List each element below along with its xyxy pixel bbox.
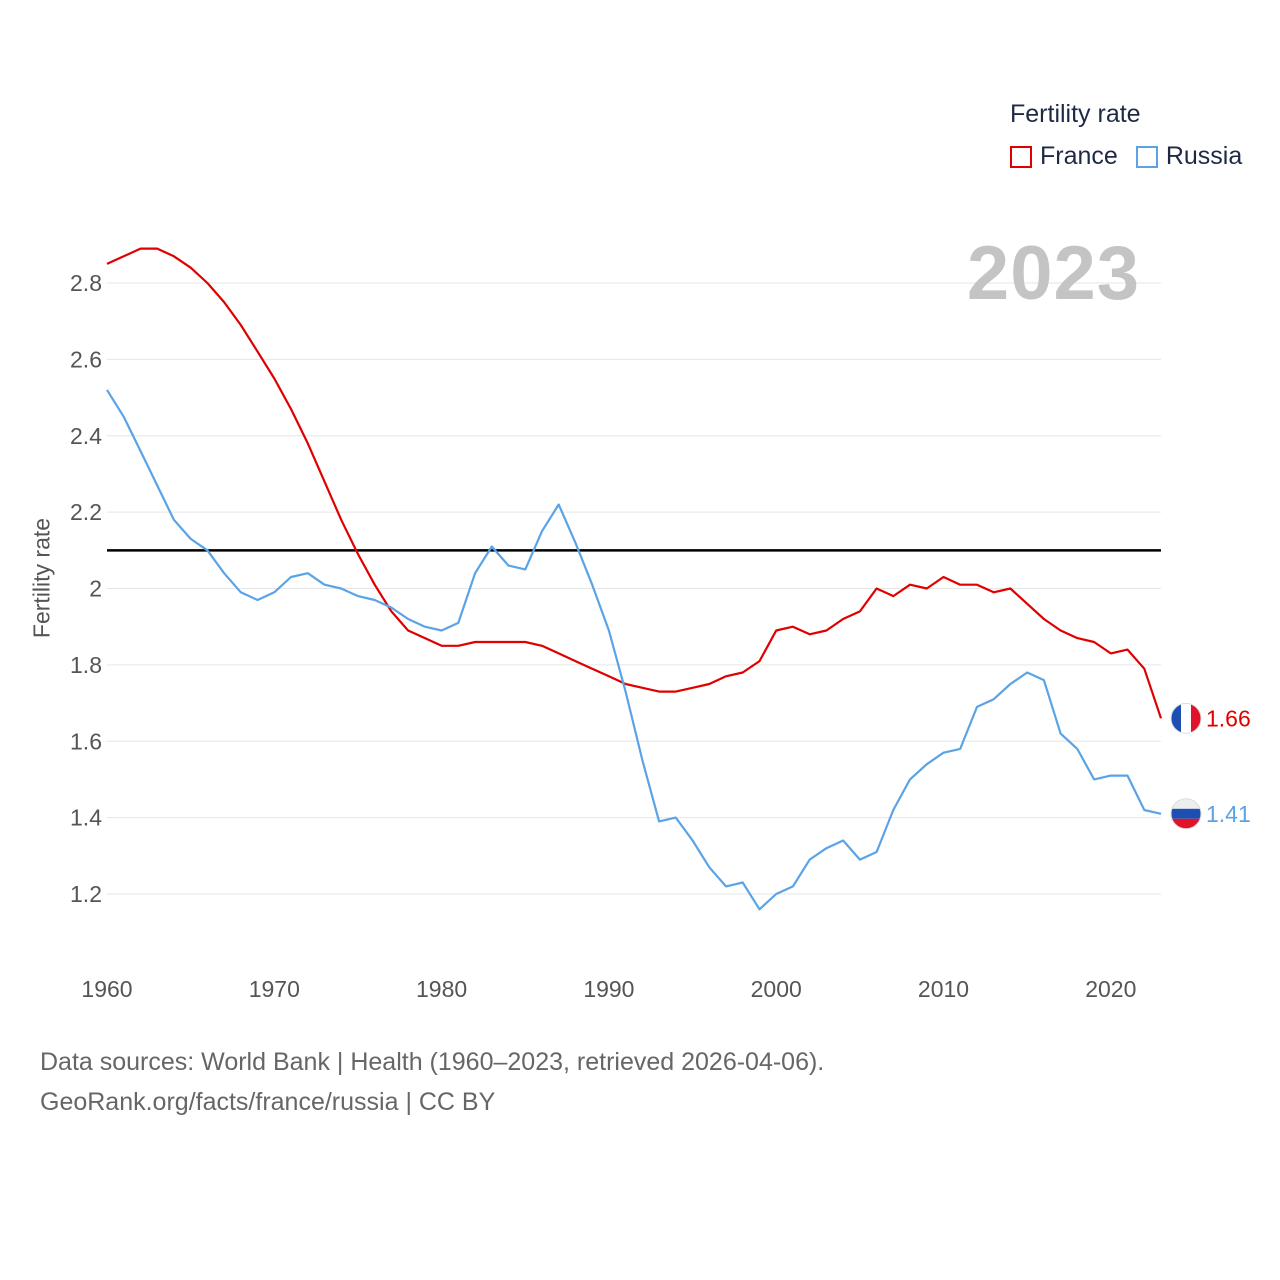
gridlines	[107, 282, 1161, 895]
footer: Data sources: World Bank | Health (1960–…	[40, 1042, 824, 1122]
legend-item-france[interactable]: France	[1010, 142, 1118, 171]
footer-attribution[interactable]: GeoRank.org/facts/france/russia | CC BY	[40, 1088, 496, 1116]
y-tick-label: 1.2	[70, 881, 102, 907]
legend: France Russia	[1010, 142, 1260, 171]
current-year-label: 2023	[966, 231, 1140, 316]
series-line-france[interactable]	[106, 247, 1163, 719]
x-tick-label: 1990	[583, 976, 634, 1002]
x-tick-label: 1970	[249, 976, 300, 1002]
series-lines	[106, 247, 1163, 911]
flag-france-icon	[1171, 703, 1201, 734]
end-value-label-france: 1.66	[1206, 705, 1251, 731]
legend-item-russia[interactable]: Russia	[1135, 142, 1243, 171]
legend-label-russia: Russia	[1165, 142, 1243, 170]
y-tick-label: 2.4	[70, 423, 102, 449]
x-tick-label: 1960	[81, 976, 132, 1002]
series-line-russia[interactable]	[106, 389, 1162, 911]
y-tick-label: 2.2	[70, 499, 102, 525]
x-tick-label: 2000	[751, 976, 802, 1002]
x-tick-label: 2020	[1085, 976, 1136, 1002]
y-axis-ticks: 1.2 1.4 1.6 1.8 2 2.2 2.4 2.6 2.8	[70, 270, 102, 907]
legend-swatch-france	[1010, 145, 1032, 168]
footer-sources: Data sources: World Bank | Health (1960–…	[40, 1048, 825, 1076]
y-axis-title: Fertility rate	[28, 517, 55, 639]
flag-russia-icon	[1171, 798, 1201, 829]
y-tick-label: 2	[89, 576, 102, 602]
x-tick-label: 1980	[416, 976, 467, 1002]
y-tick-label: 2.6	[70, 346, 102, 372]
y-tick-label: 2.8	[70, 270, 102, 296]
y-tick-label: 1.6	[70, 728, 102, 754]
y-tick-label: 1.4	[70, 805, 102, 831]
end-value-label-russia: 1.41	[1206, 801, 1251, 827]
y-tick-label: 1.8	[70, 652, 102, 678]
end-markers: 1.66 1.41	[1170, 702, 1251, 830]
legend-title: Fertility rate	[1010, 100, 1141, 128]
x-tick-label: 2010	[918, 976, 969, 1002]
x-axis-ticks: 1960 1970 1980 1990 2000 2010 2020	[81, 976, 1136, 1002]
legend-swatch-russia	[1135, 145, 1158, 168]
legend-label-france: France	[1040, 142, 1118, 170]
